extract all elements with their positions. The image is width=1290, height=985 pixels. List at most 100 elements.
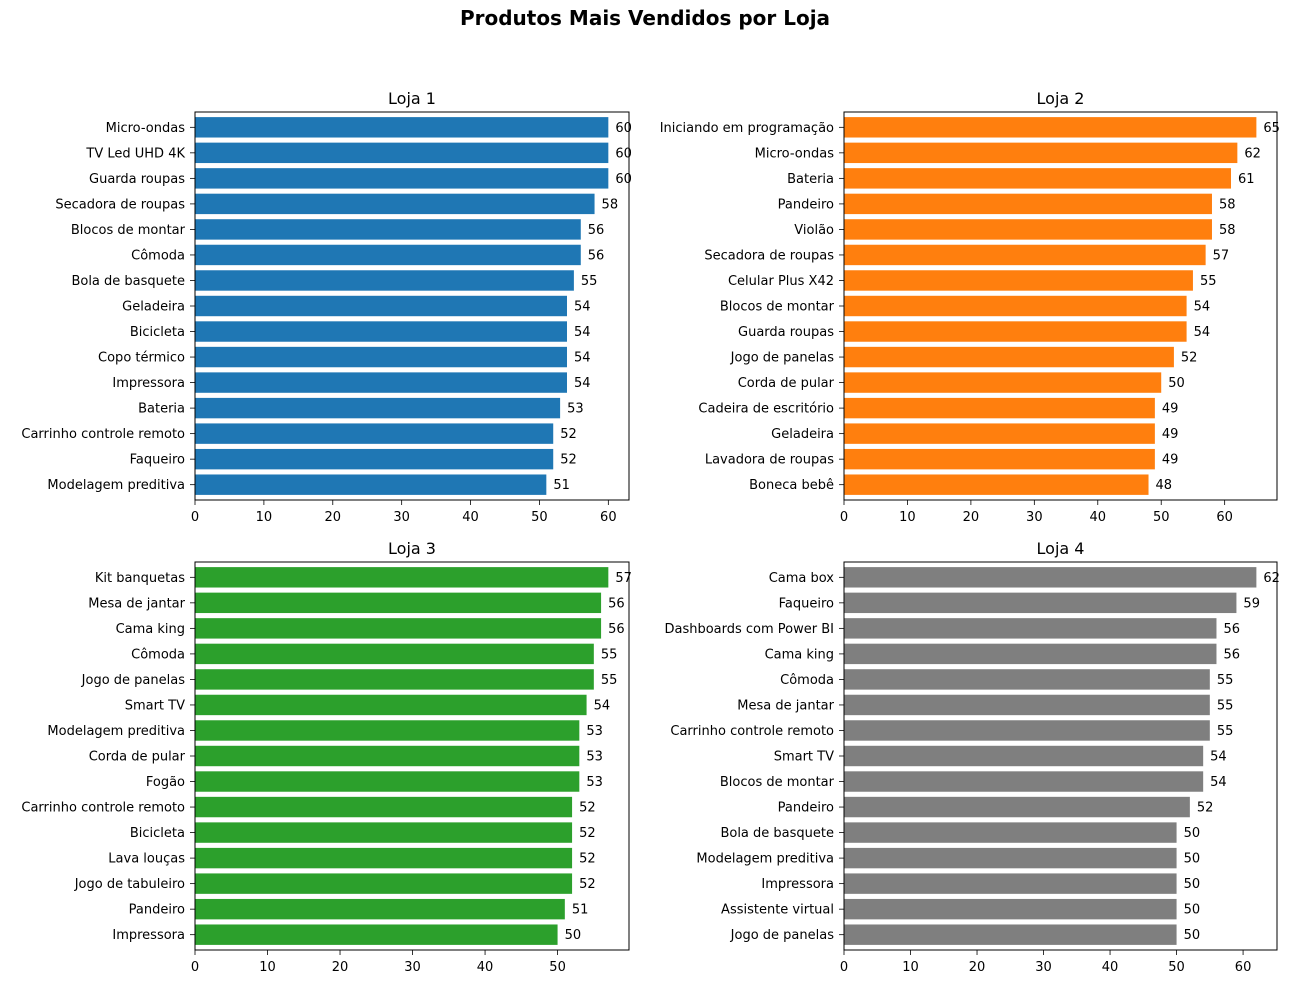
data-label: 59: [1243, 596, 1260, 611]
data-label: 62: [1244, 146, 1261, 161]
bar: [195, 321, 567, 342]
y-tick-label: Bicicleta: [130, 325, 185, 340]
bar: [844, 346, 1174, 368]
y-tick-label: Blocos de montar: [720, 300, 835, 315]
y-tick-label: Faqueiro: [779, 596, 834, 611]
data-label: 54: [574, 376, 591, 391]
bar: [844, 924, 1177, 945]
bar: [844, 448, 1155, 470]
bar: [844, 822, 1177, 843]
data-label: 49: [1162, 453, 1179, 468]
y-tick-label: Smart TV: [125, 698, 185, 713]
y-tick-label: Cômoda: [131, 647, 185, 662]
axes-frame: [194, 111, 630, 501]
bar: [195, 822, 573, 843]
data-label: 52: [579, 801, 596, 816]
data-label: 50: [1184, 928, 1201, 943]
data-label: 53: [567, 402, 584, 417]
y-tick-label: Impressora: [112, 376, 185, 391]
data-label: 55: [581, 274, 598, 289]
data-label: 56: [608, 622, 625, 637]
y-tick-label: Mesa de jantar: [88, 596, 185, 611]
x-tick-label: 40: [477, 960, 494, 975]
y-tick-label: Jogo de panelas: [81, 673, 186, 688]
bar: [844, 618, 1217, 639]
y-tick-label: Bola de basquete: [720, 826, 834, 841]
bar: [844, 321, 1187, 342]
bar: [844, 796, 1190, 818]
y-tick-label: TV Led UHD 4K: [85, 146, 185, 161]
y-tick-label: Cômoda: [780, 673, 834, 688]
data-label: 65: [1263, 121, 1280, 136]
bar: [195, 270, 574, 291]
bar: [844, 397, 1155, 419]
data-label: 54: [1210, 750, 1227, 765]
y-tick-label: Cama king: [116, 622, 185, 637]
bar: [195, 117, 609, 138]
y-tick-label: Bola de basquete: [71, 274, 185, 289]
x-tick-label: 20: [963, 510, 980, 525]
data-label: 52: [579, 852, 596, 867]
x-tick-label: 20: [325, 510, 342, 525]
data-label: 52: [560, 453, 577, 468]
subplot-1: Loja 1 60 Micro-ondas 60 TV Led UHD 4K 60 Guar…: [21, 89, 631, 525]
y-tick-label: Boneca bebê: [749, 478, 834, 493]
data-label: 55: [1217, 724, 1234, 739]
bar: [844, 669, 1210, 690]
bar: [844, 567, 1257, 588]
y-tick-label: Cômoda: [131, 248, 185, 263]
y-tick-label: Violão: [794, 223, 834, 238]
y-tick-label: Guarda roupas: [89, 172, 185, 187]
y-tick-label: Bateria: [138, 402, 185, 417]
bar: [195, 448, 554, 470]
y-tick-label: Smart TV: [774, 750, 834, 765]
x-tick-label: 60: [1216, 510, 1233, 525]
y-tick-label: Carrinho controle remoto: [21, 427, 185, 442]
bar: [195, 924, 558, 945]
bar: [195, 694, 587, 716]
bar: [844, 219, 1212, 240]
data-label: 55: [1217, 698, 1234, 713]
data-label: 54: [1210, 775, 1227, 790]
bar: [195, 796, 573, 818]
y-tick-label: Micro-ondas: [106, 121, 186, 136]
bar: [844, 771, 1204, 792]
x-tick-label: 50: [531, 510, 548, 525]
x-tick-label: 30: [1035, 960, 1052, 975]
y-tick-label: Pandeiro: [129, 903, 185, 918]
x-tick-label: 40: [1102, 960, 1119, 975]
bar: [844, 847, 1177, 869]
bar: [195, 847, 573, 869]
bar: [195, 618, 602, 639]
data-label: 58: [1219, 223, 1236, 238]
bar: [844, 873, 1177, 894]
data-label: 55: [601, 647, 618, 662]
bar: [195, 397, 561, 419]
bar: [195, 643, 594, 665]
x-tick-label: 10: [899, 510, 916, 525]
bar: [195, 669, 594, 690]
y-tick-label: Kit banquetas: [95, 571, 185, 586]
y-tick-label: Bicicleta: [130, 826, 185, 841]
bar: [844, 423, 1155, 444]
data-label: 56: [588, 248, 605, 263]
data-label: 56: [1223, 622, 1240, 637]
data-label: 62: [1263, 571, 1280, 586]
y-tick-label: Impressora: [761, 877, 834, 892]
data-label: 53: [586, 775, 603, 790]
y-tick-label: Carrinho controle remoto: [21, 801, 185, 816]
bar: [195, 745, 580, 767]
bar: [195, 372, 567, 393]
data-label: 60: [615, 121, 632, 136]
x-tick-label: 0: [191, 960, 199, 975]
x-tick-label: 0: [840, 510, 848, 525]
data-label: 50: [1168, 376, 1185, 391]
data-label: 58: [1219, 197, 1236, 212]
bar: [195, 219, 581, 240]
bar: [195, 142, 609, 164]
y-tick-label: Blocos de montar: [720, 775, 835, 790]
y-tick-label: Lavadora de roupas: [705, 453, 834, 468]
x-tick-label: 60: [1235, 960, 1252, 975]
x-tick-label: 40: [1089, 510, 1106, 525]
y-tick-label: Fogão: [146, 775, 185, 790]
